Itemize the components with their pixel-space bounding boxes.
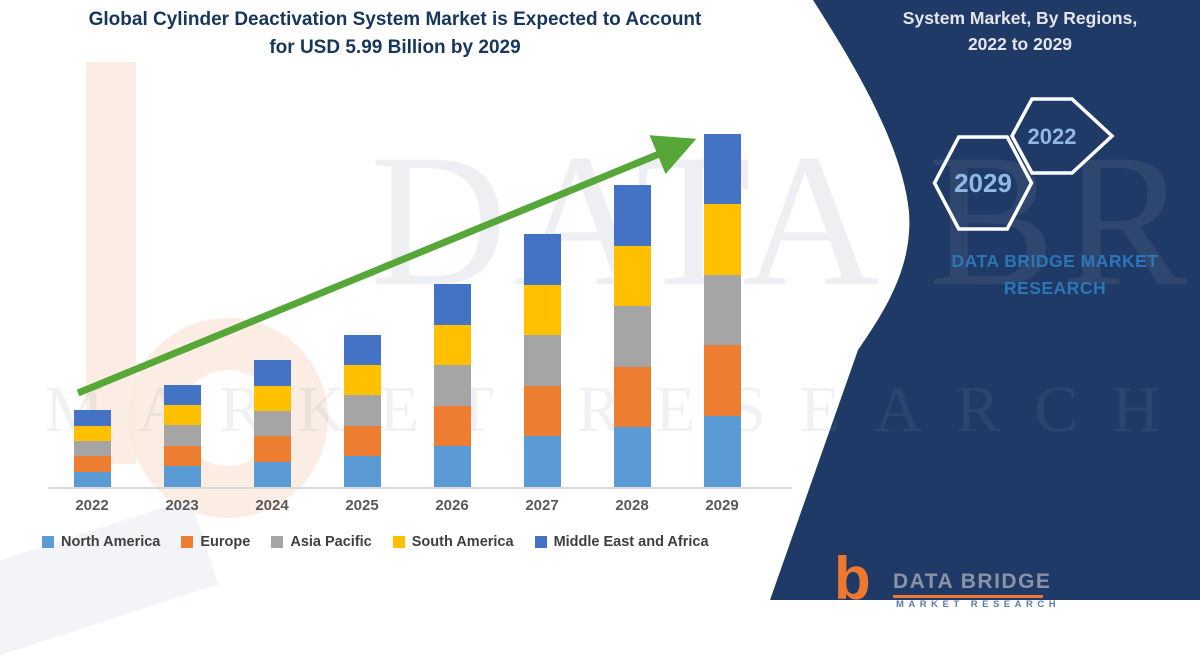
bar-segment-2026-south-america bbox=[433, 324, 471, 365]
bar-segment-2029-asia-pacific bbox=[703, 274, 741, 346]
bar-segment-2025-middle-east-and-africa bbox=[343, 334, 381, 365]
bar-segment-2029-north-america bbox=[703, 416, 741, 487]
legend-item-middle-east-and-africa: Middle East and Africa bbox=[534, 534, 709, 550]
chart-legend: North America Europe Asia Pacific South Ame… bbox=[42, 534, 772, 550]
bar-2026 bbox=[433, 284, 471, 487]
bar-segment-2026-asia-pacific bbox=[433, 364, 471, 406]
bar-segment-2026-europe bbox=[433, 405, 471, 447]
legend-item-south-america: South America bbox=[392, 534, 514, 550]
bar-2022 bbox=[73, 409, 111, 487]
x-axis-label-2026: 2026 bbox=[435, 497, 469, 514]
hexagon-2029-label: 2029 bbox=[954, 168, 1012, 198]
bar-segment-2028-europe bbox=[613, 366, 651, 427]
bar-segment-2027-middle-east-and-africa bbox=[523, 233, 561, 285]
side-panel-heading-line1: System Market, By Regions, bbox=[902, 8, 1138, 28]
bar-segment-2029-south-america bbox=[703, 203, 741, 275]
legend-item-north-america: North America bbox=[42, 534, 160, 550]
footer-logo-icon: b bbox=[834, 545, 871, 612]
bar-segment-2028-middle-east-and-africa bbox=[613, 184, 651, 246]
legend-item-europe: Europe bbox=[181, 534, 250, 550]
bar-segment-2023-middle-east-and-africa bbox=[163, 384, 201, 406]
bar-2029 bbox=[703, 133, 741, 487]
side-panel-heading-line2: 2022 to 2029 bbox=[967, 34, 1073, 55]
x-axis-label-2027: 2027 bbox=[525, 497, 559, 514]
chart-title: Global Cylinder Deactivation System Mark… bbox=[88, 9, 702, 58]
x-axis-label-2023: 2023 bbox=[165, 497, 199, 514]
legend-label: North America bbox=[61, 534, 161, 550]
bar-segment-2026-north-america bbox=[433, 446, 471, 487]
legend-item-asia-pacific: Asia Pacific bbox=[271, 534, 372, 550]
bar-segment-2023-europe bbox=[163, 445, 201, 467]
bar-segment-2024-europe bbox=[253, 436, 291, 462]
x-axis-label-2022: 2022 bbox=[75, 497, 109, 514]
x-axis-label-2025: 2025 bbox=[345, 497, 379, 514]
bar-segment-2024-south-america bbox=[253, 385, 291, 411]
bar-2023 bbox=[163, 384, 201, 487]
bar-segment-2027-south-america bbox=[523, 284, 561, 335]
bar-segment-2024-north-america bbox=[253, 461, 291, 487]
footer-brand-underline bbox=[893, 595, 1043, 598]
brand-text: DATA BRIDGE MARKET RESEARCH bbox=[920, 248, 1190, 302]
hexagon-2022-label: 2022 bbox=[1028, 124, 1077, 149]
x-axis-label-2029: 2029 bbox=[705, 497, 739, 514]
brand-text-line2: RESEARCH bbox=[1003, 278, 1107, 299]
side-panel-heading: System Market, By Regions, 2022 to 2029 bbox=[850, 5, 1190, 58]
x-axis-label-2024: 2024 bbox=[255, 497, 289, 514]
bar-segment-2024-asia-pacific bbox=[253, 410, 291, 437]
hexagon-2022 bbox=[1010, 97, 1115, 175]
bar-segment-2026-middle-east-and-africa bbox=[433, 284, 471, 325]
bar-segment-2024-middle-east-and-africa bbox=[253, 360, 291, 386]
bar-segment-2028-south-america bbox=[613, 245, 651, 307]
x-axis-label-2028: 2028 bbox=[615, 497, 649, 514]
footer-brand-name: DATA BRIDGE bbox=[893, 570, 1052, 593]
bar-2024 bbox=[253, 360, 291, 487]
x-axis-line bbox=[48, 487, 792, 489]
bar-segment-2025-south-america bbox=[343, 364, 381, 395]
bar-segment-2022-north-america bbox=[73, 471, 111, 487]
brand-text-line1: DATA BRIDGE MARKET bbox=[951, 251, 1159, 271]
bar-segment-2029-middle-east-and-africa bbox=[703, 133, 741, 204]
bar-segment-2028-north-america bbox=[613, 426, 651, 487]
year-hexagons: 2029 2022 bbox=[932, 97, 1115, 231]
legend-label: Asia Pacific bbox=[290, 534, 372, 550]
bar-segment-2022-south-america bbox=[73, 425, 111, 442]
bar-segment-2022-middle-east-and-africa bbox=[73, 409, 111, 426]
bar-segment-2025-north-america bbox=[343, 456, 381, 487]
bar-segment-2025-europe bbox=[343, 425, 381, 457]
legend-marker-icon bbox=[271, 536, 284, 548]
bar-segment-2022-europe bbox=[73, 456, 111, 472]
legend-marker-icon bbox=[42, 536, 54, 548]
legend-label: Europe bbox=[200, 534, 251, 550]
bar-segment-2025-asia-pacific bbox=[343, 394, 381, 426]
legend-marker-icon bbox=[392, 536, 405, 548]
bar-segment-2022-asia-pacific bbox=[73, 441, 111, 457]
bar-segment-2023-north-america bbox=[163, 466, 201, 487]
bar-segment-2029-europe bbox=[703, 345, 741, 417]
bar-segment-2028-asia-pacific bbox=[613, 306, 651, 367]
legend-marker-icon bbox=[181, 536, 194, 548]
legend-label: Middle East and Africa bbox=[553, 534, 709, 550]
bar-2028 bbox=[613, 184, 651, 487]
bar-segment-2027-asia-pacific bbox=[523, 334, 561, 386]
legend-label: South America bbox=[411, 534, 514, 550]
bar-segment-2027-north-america bbox=[523, 436, 561, 487]
bar-segment-2023-asia-pacific bbox=[163, 425, 201, 446]
footer-brand-subtitle: MARKET RESEARCH bbox=[896, 599, 1061, 610]
hexagon-2029 bbox=[932, 135, 1034, 231]
legend-marker-icon bbox=[534, 536, 547, 548]
bar-2027 bbox=[523, 233, 561, 487]
bar-segment-2027-europe bbox=[523, 385, 561, 437]
bar-2025 bbox=[343, 334, 381, 487]
bar-segment-2023-south-america bbox=[163, 405, 201, 426]
